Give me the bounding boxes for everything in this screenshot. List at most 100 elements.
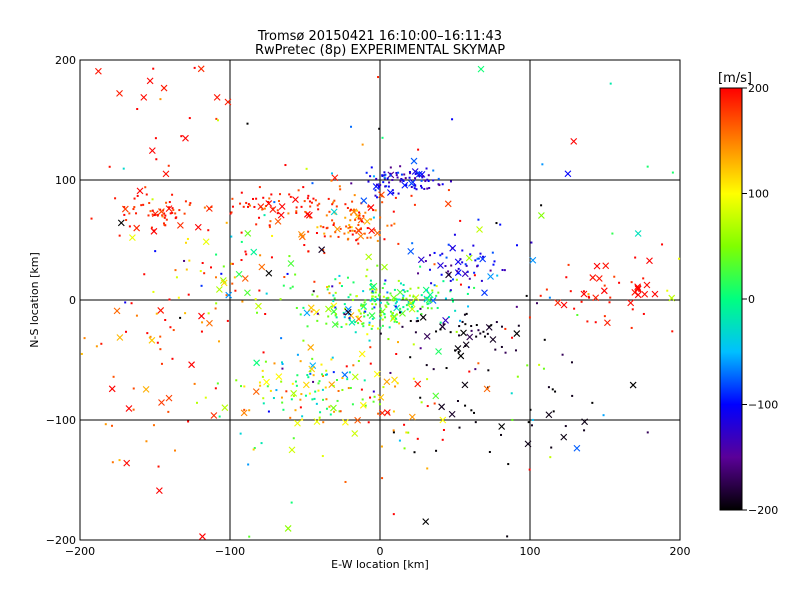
data-point-dot bbox=[356, 209, 359, 212]
data-point-dot bbox=[343, 303, 346, 306]
data-point-dot bbox=[387, 338, 390, 341]
data-point-x bbox=[330, 404, 337, 412]
data-point-dot bbox=[110, 424, 113, 427]
data-point-dot bbox=[357, 217, 360, 220]
data-point-dot bbox=[384, 185, 387, 188]
data-point-dot bbox=[391, 178, 394, 181]
data-point-dot bbox=[264, 313, 267, 316]
data-point-dot bbox=[539, 294, 542, 297]
data-point-dot bbox=[386, 291, 389, 294]
data-point-dot bbox=[303, 200, 306, 203]
data-point-dot bbox=[174, 217, 177, 220]
data-point-dot bbox=[318, 416, 321, 419]
data-point-dot bbox=[319, 225, 322, 228]
data-point-dot bbox=[349, 219, 352, 222]
x-axis-ticks: −200 −100 0 100 200 bbox=[65, 60, 691, 558]
data-point-dot bbox=[302, 186, 305, 189]
data-point-dot bbox=[321, 373, 324, 376]
data-point-dot bbox=[503, 269, 506, 272]
data-point-dot bbox=[302, 306, 305, 309]
data-point-dot bbox=[381, 136, 384, 139]
data-point-dot bbox=[387, 412, 390, 415]
data-point-dot bbox=[335, 205, 338, 208]
data-point-dot bbox=[335, 379, 338, 382]
data-point-dot bbox=[403, 447, 406, 450]
data-point-dot bbox=[304, 210, 307, 213]
data-point-dot bbox=[339, 188, 342, 191]
y-axis-label: N-S location [km] bbox=[28, 252, 41, 348]
data-point-x bbox=[513, 330, 521, 337]
data-point-dot bbox=[432, 169, 435, 172]
data-point-dot bbox=[383, 171, 386, 174]
data-point-x bbox=[155, 487, 163, 494]
data-point-dot bbox=[479, 252, 482, 255]
data-point-dot bbox=[414, 173, 417, 176]
data-point-dot bbox=[299, 398, 302, 401]
data-point-x bbox=[241, 275, 249, 282]
data-point-dot bbox=[427, 302, 430, 305]
data-point-dot bbox=[345, 365, 348, 368]
data-point-dot bbox=[379, 326, 382, 329]
data-point-dot bbox=[364, 299, 367, 302]
data-point-dot bbox=[381, 318, 384, 321]
data-point-dot bbox=[573, 307, 576, 310]
data-point-dot bbox=[246, 122, 249, 125]
data-point-dot bbox=[328, 210, 331, 213]
data-point-dot bbox=[354, 331, 357, 334]
data-point-dot bbox=[570, 361, 573, 364]
data-point-dot bbox=[253, 205, 256, 208]
data-point-dot bbox=[275, 389, 278, 392]
data-point-dot bbox=[332, 222, 335, 225]
data-point-dot bbox=[350, 125, 353, 128]
data-point-dot bbox=[255, 223, 258, 226]
data-point-dot bbox=[511, 336, 514, 339]
data-point-dot bbox=[410, 186, 413, 189]
data-point-dot bbox=[465, 312, 468, 315]
data-point-dot bbox=[427, 174, 430, 177]
data-point-dot bbox=[248, 535, 251, 538]
data-point-dot bbox=[187, 293, 190, 296]
data-point-dot bbox=[225, 221, 228, 224]
data-point-x bbox=[146, 77, 154, 85]
data-point-dot bbox=[345, 225, 348, 228]
chart-subtitle: RwPretec (8p) EXPERIMENTAL SKYMAP bbox=[255, 43, 505, 58]
data-point-dot bbox=[372, 291, 375, 294]
data-point-dot bbox=[252, 197, 255, 200]
data-point-dot bbox=[276, 212, 279, 215]
data-point-x bbox=[479, 255, 487, 263]
data-point-dot bbox=[447, 243, 450, 246]
data-point-dot bbox=[329, 413, 332, 416]
data-point-dot bbox=[419, 265, 422, 268]
data-point-dot bbox=[379, 332, 382, 335]
data-point-dot bbox=[416, 310, 419, 313]
data-point-x bbox=[457, 352, 465, 360]
data-point-dot bbox=[333, 199, 336, 202]
data-point-dot bbox=[470, 329, 473, 332]
data-point-dot bbox=[393, 288, 396, 291]
data-point-x bbox=[600, 287, 608, 295]
data-point-dot bbox=[295, 206, 298, 209]
data-point-dot bbox=[364, 310, 367, 313]
x-tick-label: 0 bbox=[377, 545, 384, 558]
y-tick-label: 0 bbox=[69, 294, 76, 307]
data-point-x bbox=[188, 361, 195, 369]
data-point-dot bbox=[262, 402, 265, 405]
data-point-dot bbox=[470, 325, 473, 328]
data-point-x bbox=[580, 290, 588, 298]
data-point-dot bbox=[366, 333, 369, 336]
data-point-dot bbox=[588, 296, 591, 299]
data-point-dot bbox=[449, 290, 452, 293]
data-point-dot bbox=[378, 403, 381, 406]
data-point-dot bbox=[343, 313, 346, 316]
data-point-x bbox=[393, 304, 401, 312]
data-point-dot bbox=[247, 463, 250, 466]
data-point-dot bbox=[506, 535, 509, 538]
data-point-dot bbox=[201, 262, 204, 265]
data-point-dot bbox=[433, 284, 436, 287]
data-point-dot bbox=[270, 256, 273, 259]
data-point-dot bbox=[347, 313, 350, 316]
data-point-dot bbox=[371, 317, 374, 320]
data-point-dot bbox=[281, 367, 284, 370]
data-point-dot bbox=[425, 289, 428, 292]
data-point-dot bbox=[459, 319, 462, 322]
